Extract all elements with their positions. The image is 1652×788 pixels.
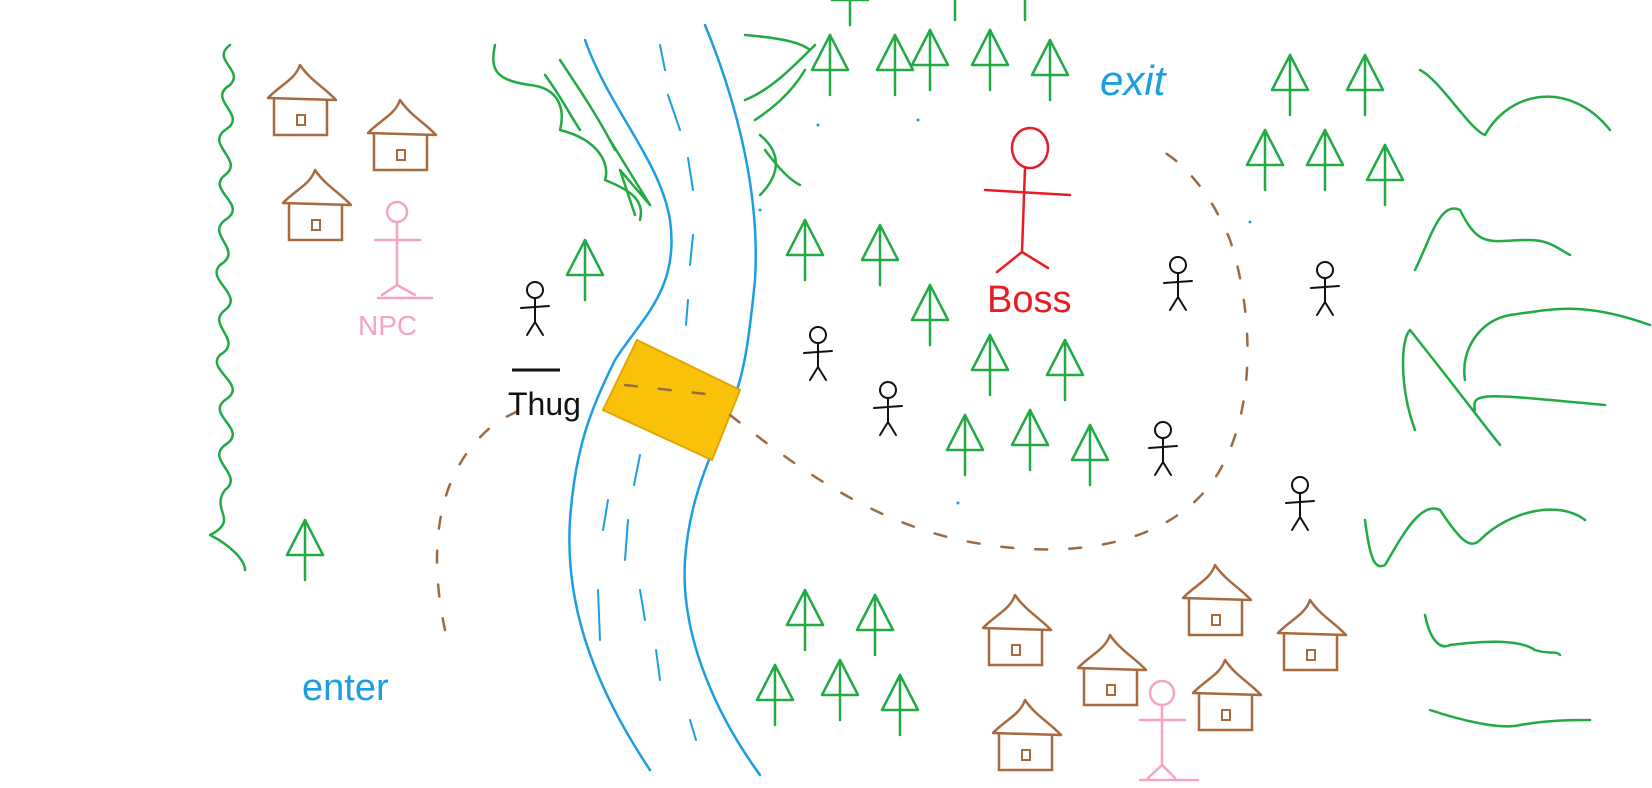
tree-icon [1030,38,1070,102]
right-cliff-6 [1428,708,1592,728]
npc-label: NPC [358,310,417,341]
house-icon [1076,633,1148,707]
house-icon [991,698,1063,772]
tree-icon [935,0,975,22]
river-current [597,44,697,741]
house-icon [281,168,353,242]
house-icon [366,98,438,172]
map-specks [758,118,1252,505]
npc-figure-village[interactable] [1138,679,1200,782]
tree-icon [565,238,605,302]
npc-figure[interactable] [373,200,434,300]
tree-icon [910,283,950,347]
right-cliff-3 [1401,307,1652,447]
house-icon [1191,658,1263,732]
house-icon [981,593,1053,667]
tree-icon [970,28,1010,92]
enemy-figure [873,381,903,436]
tree-icon [945,413,985,477]
tree-icon [820,658,860,722]
riverbank-brush-right [743,33,817,197]
river [568,23,762,777]
house-icon [1181,563,1253,637]
tree-icon [785,218,825,282]
tree-icon [1305,128,1345,192]
tree-icon [855,593,895,657]
right-cliff-4 [1363,507,1587,568]
enemy-figure [1285,476,1315,531]
tree-icon [810,33,850,97]
left-hedge [208,43,247,572]
boss-label: Boss [987,279,1071,321]
boss-figure[interactable] [983,126,1072,274]
houses [266,63,1348,772]
tree-icon [910,28,950,92]
tree-icon [860,223,900,287]
tree-icon [285,518,325,582]
tree-icon [1070,423,1110,487]
thug-figure [520,281,550,336]
tree-icon [1245,128,1285,192]
trees [285,0,1405,737]
exit-label: exit [1100,57,1168,104]
enemy-figure [1163,256,1193,311]
bridge-icon [601,338,742,462]
tree-icon [875,33,915,97]
right-cliff-2 [1413,207,1572,272]
dirt-path [435,148,1249,632]
tree-icon [1010,408,1050,472]
tree-icon [830,0,870,27]
tree-icon [1045,338,1085,402]
tree-icon [1365,143,1405,207]
hedges [208,33,1652,728]
river-left-bank [568,38,673,772]
tree-icon [1270,53,1310,117]
enemy-figure [1310,261,1340,316]
thug-label: Thug [508,386,581,422]
enemy-figure [1148,421,1178,476]
right-cliff-5 [1423,613,1562,657]
tree-icon [880,673,920,737]
tree-icon [755,663,795,727]
enemies[interactable] [512,256,1340,531]
tree-icon [970,333,1010,397]
enemy-figure [803,326,833,381]
tree-icon [785,588,825,652]
house-icon [266,63,338,137]
tree-icon [1005,0,1045,22]
right-cliff-1 [1418,68,1612,137]
bridge[interactable] [601,338,742,462]
riverbank-brush [492,43,652,222]
house-icon [1276,598,1348,672]
enter-label: enter [302,667,389,709]
tree-icon [1345,53,1385,117]
